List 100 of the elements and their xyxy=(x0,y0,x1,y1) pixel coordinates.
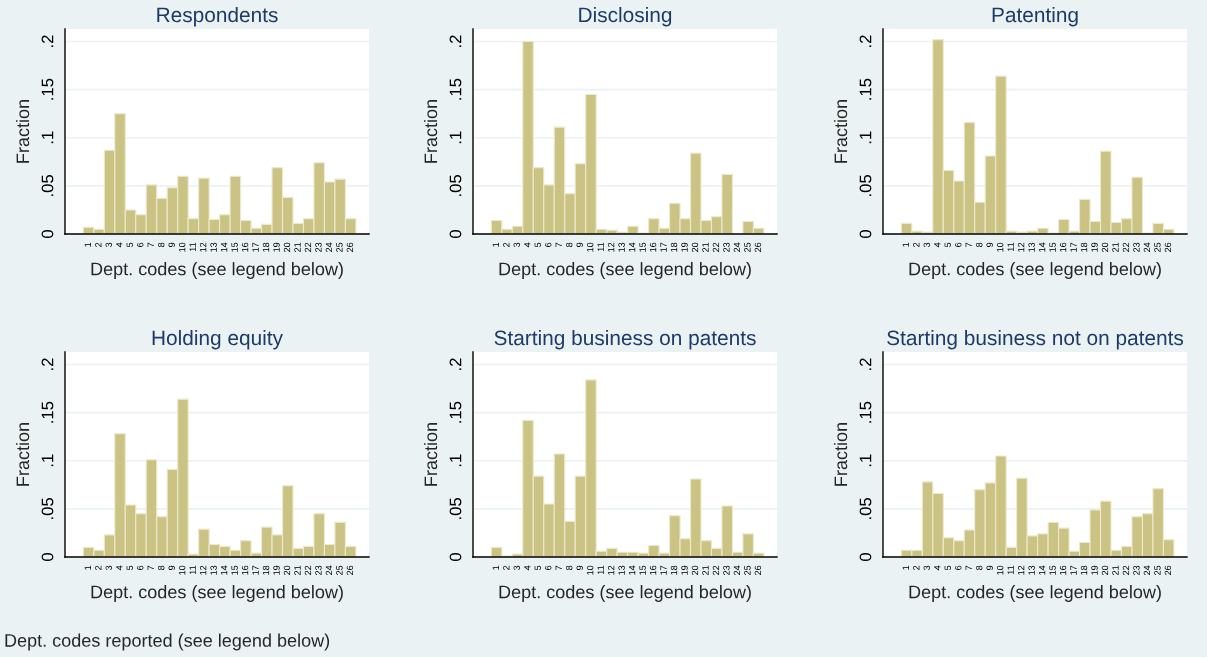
y-tick-label: .05 xyxy=(859,174,872,196)
x-tick-label: 5 xyxy=(944,565,951,570)
x-tick-label: 18 xyxy=(670,565,678,575)
x-tick-label: 6 xyxy=(137,565,144,570)
y-tick-label: .1 xyxy=(859,131,872,144)
y-tick-label: .2 xyxy=(449,35,462,47)
y-tick-label: .15 xyxy=(449,78,462,100)
x-tick-label: 2 xyxy=(95,565,102,570)
x-tick-label: 4 xyxy=(524,242,531,248)
x-tick-label: 26 xyxy=(346,565,354,575)
x-tick-label: 1 xyxy=(492,565,499,570)
y-tick-label: .05 xyxy=(859,497,872,519)
x-tick-label: 1 xyxy=(84,565,91,570)
x-tick-label: 7 xyxy=(555,565,562,570)
x-axis-title: Dept. codes (see legend below) xyxy=(499,262,751,279)
x-tick-label: 12 xyxy=(199,242,207,252)
x-tick-label: 12 xyxy=(1017,242,1025,252)
x-tick-label: 6 xyxy=(545,565,552,570)
x-tick-label: 4 xyxy=(116,565,123,571)
x-tick-label: 2 xyxy=(503,242,510,247)
y-tick-label: .2 xyxy=(859,358,872,370)
x-tick-label: 2 xyxy=(913,242,920,247)
x-tick-label: 26 xyxy=(1164,565,1172,575)
x-tick-label: 5 xyxy=(944,242,951,247)
x-tick-label: 2 xyxy=(95,242,102,247)
x-tick-label: 5 xyxy=(534,242,541,247)
x-tick-label: 21 xyxy=(1112,565,1119,575)
x-tick-label: 4 xyxy=(116,242,123,248)
x-tick-label: 13 xyxy=(1028,242,1035,252)
y-tick-label: .1 xyxy=(41,454,54,467)
x-tick-label: 3 xyxy=(513,565,520,571)
x-tick-label: 11 xyxy=(189,565,196,575)
y-tick-label: .1 xyxy=(449,454,462,467)
x-tick-label: 25 xyxy=(336,242,343,252)
x-tick-label: 19 xyxy=(273,565,280,575)
x-tick-label: 1 xyxy=(902,565,909,570)
x-tick-label: 20 xyxy=(691,565,699,575)
chart-title: Starting business on patents xyxy=(494,329,756,350)
x-tick-label: 9 xyxy=(576,242,583,247)
x-tick-label: 3 xyxy=(105,242,112,248)
x-tick-label: 7 xyxy=(555,242,562,247)
y-axis-title: Fraction xyxy=(423,100,438,163)
x-tick-label: 15 xyxy=(639,242,646,252)
y-tick-label: .1 xyxy=(41,131,54,144)
x-tick-label: 21 xyxy=(702,565,709,575)
x-tick-label: 25 xyxy=(336,565,343,575)
x-tick-label: 5 xyxy=(126,242,133,247)
x-tick-label: 19 xyxy=(273,242,280,252)
x-tick-label: 9 xyxy=(168,565,175,570)
x-tick-label: 23 xyxy=(1133,242,1140,252)
x-tick-label: 8 xyxy=(158,242,165,247)
x-tick-label: 24 xyxy=(325,565,333,575)
y-tick-label: .2 xyxy=(41,35,54,47)
text: Dept. codes reported (see legend below) xyxy=(5,633,330,651)
x-tick-label: 11 xyxy=(597,565,604,575)
y-tick-label: .05 xyxy=(449,174,462,196)
x-tick-label: 22 xyxy=(1122,242,1130,252)
x-tick-label: 16 xyxy=(241,565,249,575)
x-tick-label: 1 xyxy=(492,242,499,247)
y-tick-label: .1 xyxy=(449,131,462,144)
x-tick-label: 15 xyxy=(1049,565,1056,575)
x-tick-label: 13 xyxy=(210,242,217,252)
y-tick-label: .05 xyxy=(449,497,462,519)
x-tick-label: 15 xyxy=(231,565,238,575)
x-tick-label: 5 xyxy=(534,565,541,570)
x-tick-label: 8 xyxy=(976,565,983,570)
chart-title: Respondents xyxy=(157,6,278,27)
y-tick-label: .2 xyxy=(449,358,462,370)
x-tick-label: 18 xyxy=(670,242,678,252)
x-tick-label: 1 xyxy=(902,242,909,247)
x-tick-label: 10 xyxy=(996,565,1004,575)
x-tick-label: 22 xyxy=(304,565,312,575)
x-tick-label: 21 xyxy=(1112,242,1119,252)
x-tick-label: 14 xyxy=(1038,242,1046,252)
y-axis-title: Fraction xyxy=(423,423,438,486)
x-tick-label: 7 xyxy=(965,565,972,570)
y-tick-label: .15 xyxy=(41,78,54,100)
x-tick-label: 6 xyxy=(137,242,144,247)
x-tick-label: 3 xyxy=(513,242,520,248)
x-tick-label: 8 xyxy=(566,565,573,570)
x-tick-label: 16 xyxy=(241,242,249,252)
y-axis-title: Fraction xyxy=(833,100,848,163)
x-tick-label: 11 xyxy=(1007,565,1014,575)
x-tick-label: 18 xyxy=(1080,565,1088,575)
y-tick-label: .2 xyxy=(41,358,54,370)
x-tick-label: 21 xyxy=(702,242,709,252)
x-tick-label: 14 xyxy=(628,565,636,575)
x-tick-label: 4 xyxy=(524,565,531,571)
x-tick-label: 18 xyxy=(262,565,270,575)
chart-title: Holding equity xyxy=(152,329,283,350)
x-tick-label: 5 xyxy=(126,565,133,570)
x-tick-label: 12 xyxy=(1017,565,1025,575)
x-tick-label: 8 xyxy=(158,565,165,570)
chart-title: Patenting xyxy=(992,6,1078,27)
y-tick-label: 0 xyxy=(41,553,54,561)
x-tick-label: 9 xyxy=(576,565,583,570)
y-tick-label: 0 xyxy=(859,230,872,238)
x-tick-label: 16 xyxy=(649,242,657,252)
x-tick-label: 16 xyxy=(649,565,657,575)
x-tick-label: 19 xyxy=(681,242,688,252)
